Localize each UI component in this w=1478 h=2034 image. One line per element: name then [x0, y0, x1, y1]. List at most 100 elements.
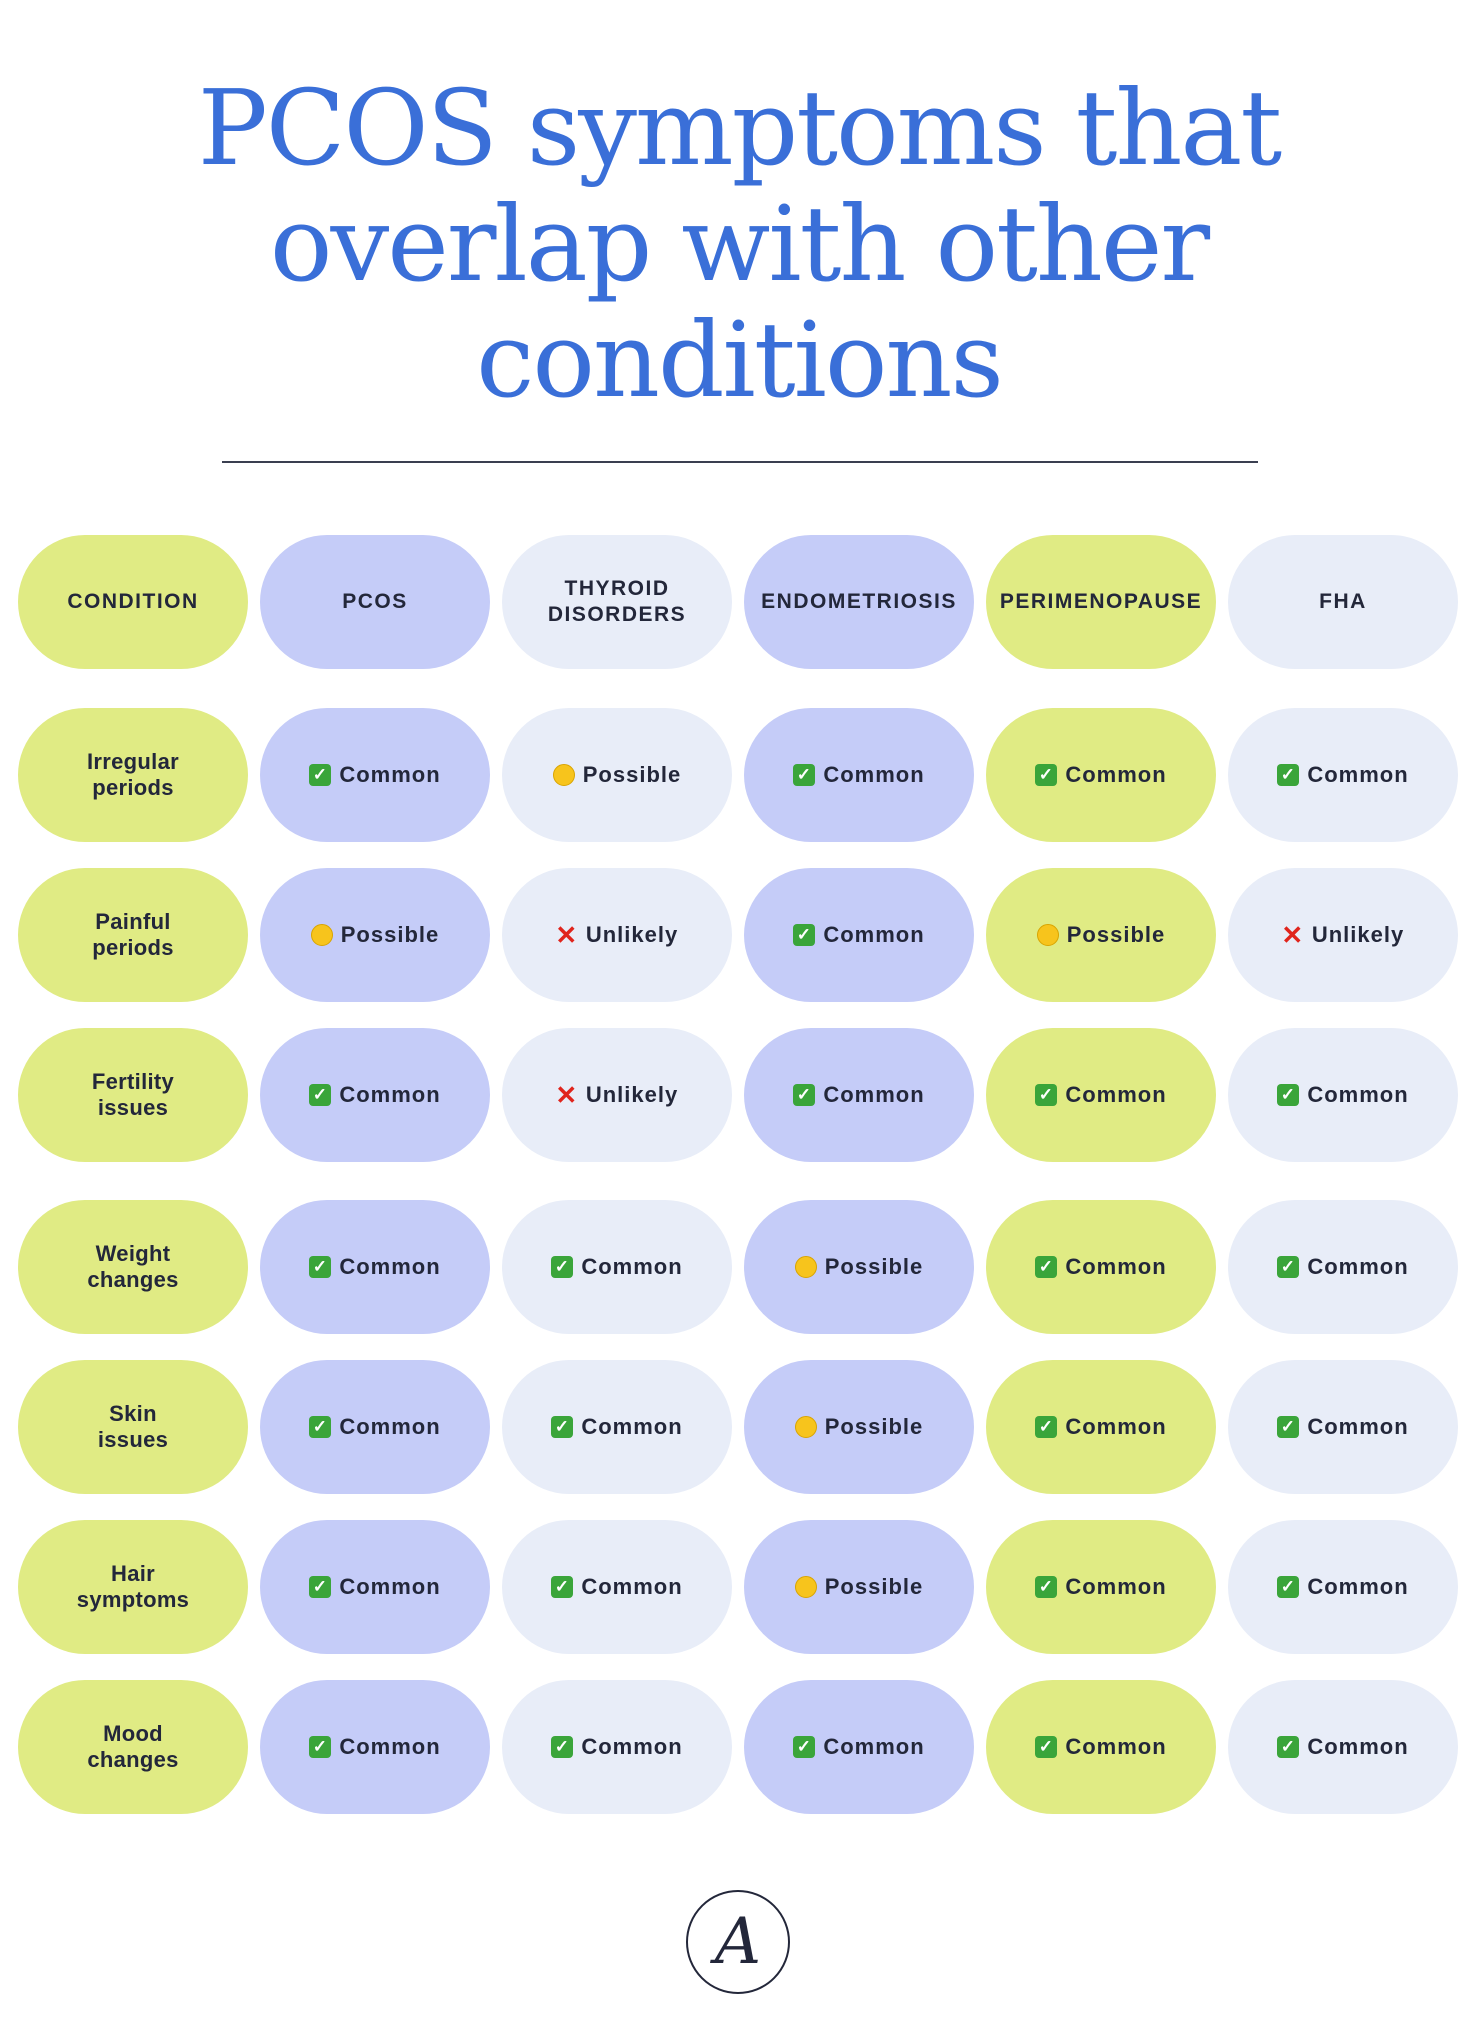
cell-content: ✓ Common: [1035, 1734, 1166, 1760]
header-row: CONDITION PCOS THYROID DISORDERS ENDOMETRIO…: [18, 535, 1460, 669]
check-icon: ✓: [1277, 1416, 1300, 1438]
cell-content: Possible: [552, 762, 682, 788]
cell-endometriosis: ✓ Common: [744, 708, 974, 842]
cell-value: Common: [1065, 1082, 1167, 1107]
row-label-text: Weight changes: [87, 1241, 179, 1292]
cell-value: Common: [1065, 762, 1167, 787]
cell-perimenopause: ✓ Common: [986, 1680, 1216, 1814]
check-icon: ✓: [1035, 1416, 1058, 1438]
cell-value: Common: [339, 762, 441, 787]
check-icon: ✓: [1277, 1084, 1300, 1106]
cell-value: Possible: [824, 1254, 924, 1279]
row-label-text: Painful periods: [92, 909, 174, 960]
title-line-1: PCOS symptoms that: [197, 67, 1282, 189]
header-pcos: PCOS: [260, 535, 490, 669]
cell-value: Common: [1307, 1254, 1409, 1279]
header-label: ENDOMETRIOSIS: [761, 590, 957, 613]
header-label: FHA: [1319, 590, 1367, 613]
title-line-2: overlap with other: [269, 183, 1210, 305]
header-label: PERIMENOPAUSE: [999, 590, 1203, 613]
cell-pcos: ✓ Common: [260, 1200, 490, 1334]
cell-content: ✕ Unlikely: [1281, 922, 1404, 948]
cell-endometriosis: Possible: [744, 1520, 974, 1654]
check-icon: ✓: [1035, 764, 1058, 786]
page-title: PCOS symptoms that overlap with other co…: [0, 70, 1478, 418]
cell-perimenopause: ✓ Common: [986, 708, 1216, 842]
cell-content: ✓ Common: [1035, 1254, 1166, 1280]
cell-pcos: ✓ Common: [260, 1360, 490, 1494]
cell-perimenopause: Possible: [986, 868, 1216, 1002]
cell-value: Possible: [824, 1414, 924, 1439]
cell-content: Possible: [794, 1574, 923, 1600]
table-row: Weight changes ✓ Common ✓ Common Possible ✓ Com…: [18, 1200, 1460, 1334]
cell-fha: ✓ Common: [1228, 1028, 1458, 1162]
cell-value: Possible: [582, 762, 682, 787]
row-label-text: Mood changes: [87, 1721, 179, 1772]
table-row: Painful periods Possible ✕ Unlikely ✓ Common P…: [18, 868, 1460, 1002]
cross-icon: ✕: [555, 1080, 579, 1110]
cell-pcos: ✓ Common: [260, 1028, 490, 1162]
header-fha: FHA: [1228, 535, 1458, 669]
check-icon: ✓: [309, 1576, 332, 1598]
cross-icon: ✕: [555, 920, 579, 950]
cell-content: ✓ Common: [1277, 1734, 1408, 1760]
cell-content: ✓ Common: [309, 1734, 440, 1760]
cell-value: Common: [1307, 762, 1409, 787]
cell-value: Common: [581, 1734, 683, 1759]
row-label-fertility-issues: Fertility issues: [18, 1028, 248, 1162]
check-icon: ✓: [793, 1736, 816, 1758]
table-row: Mood changes ✓ Common ✓ Common ✓ Common ✓ Common…: [18, 1680, 1460, 1814]
cell-content: ✓ Common: [309, 1082, 440, 1108]
cell-content: ✕ Unlikely: [555, 1080, 678, 1110]
cell-value: Common: [823, 1082, 925, 1107]
header-condition: CONDITION: [18, 535, 248, 669]
cell-pcos: ✓ Common: [260, 1520, 490, 1654]
yellow-dot-icon: [1036, 924, 1059, 946]
title-line-3: conditions: [476, 299, 1004, 421]
header-label: PCOS: [342, 590, 408, 613]
cell-value: Common: [1065, 1574, 1167, 1599]
cell-thyroid-disorders: ✓ Common: [502, 1680, 732, 1814]
check-icon: ✓: [1277, 764, 1300, 786]
check-icon: ✓: [309, 1256, 332, 1278]
cell-endometriosis: Possible: [744, 1360, 974, 1494]
row-label-text: Irregular periods: [87, 749, 179, 800]
cell-value: Common: [823, 762, 925, 787]
cell-pcos: Possible: [260, 868, 490, 1002]
check-icon: ✓: [1277, 1576, 1300, 1598]
cell-fha: ✓ Common: [1228, 1200, 1458, 1334]
cell-content: ✓ Common: [309, 1254, 440, 1280]
cell-content: ✓ Common: [1277, 1254, 1408, 1280]
row-label-text: Fertility issues: [91, 1069, 175, 1120]
cell-value: Common: [339, 1254, 441, 1279]
cell-value: Possible: [340, 922, 440, 947]
cell-content: ✓ Common: [309, 1414, 440, 1440]
header-label: THYROID DISORDERS: [547, 577, 687, 626]
check-icon: ✓: [551, 1416, 574, 1438]
cell-content: ✓ Common: [1277, 762, 1408, 788]
check-icon: ✓: [1277, 1736, 1300, 1758]
cell-content: ✓ Common: [793, 762, 924, 788]
yellow-dot-icon: [794, 1416, 817, 1438]
cell-content: ✓ Common: [1277, 1082, 1408, 1108]
cell-value: Common: [339, 1414, 441, 1439]
cell-value: Common: [1065, 1414, 1167, 1439]
cell-content: ✓ Common: [551, 1734, 682, 1760]
table-row: Fertility issues ✓ Common ✕ Unlikely ✓ Common ✓…: [18, 1028, 1460, 1162]
cell-thyroid-disorders: ✕ Unlikely: [502, 868, 732, 1002]
cell-pcos: ✓ Common: [260, 1680, 490, 1814]
title-divider: [222, 461, 1258, 463]
cell-content: ✓ Common: [1277, 1414, 1408, 1440]
cell-thyroid-disorders: Possible: [502, 708, 732, 842]
cell-value: Common: [581, 1574, 683, 1599]
header-thyroid-disorders: THYROID DISORDERS: [502, 535, 732, 669]
cell-fha: ✓ Common: [1228, 1680, 1458, 1814]
check-icon: ✓: [1035, 1576, 1058, 1598]
row-label-mood-changes: Mood changes: [18, 1680, 248, 1814]
cell-content: Possible: [310, 922, 440, 948]
table-row: Irregular periods ✓ Common Possible ✓ Common ✓…: [18, 708, 1460, 842]
cell-content: ✓ Common: [551, 1254, 682, 1280]
row-label-hair-symptoms: Hair symptoms: [18, 1520, 248, 1654]
header-perimenopause: PERIMENOPAUSE: [986, 535, 1216, 669]
check-icon: ✓: [309, 1416, 332, 1438]
